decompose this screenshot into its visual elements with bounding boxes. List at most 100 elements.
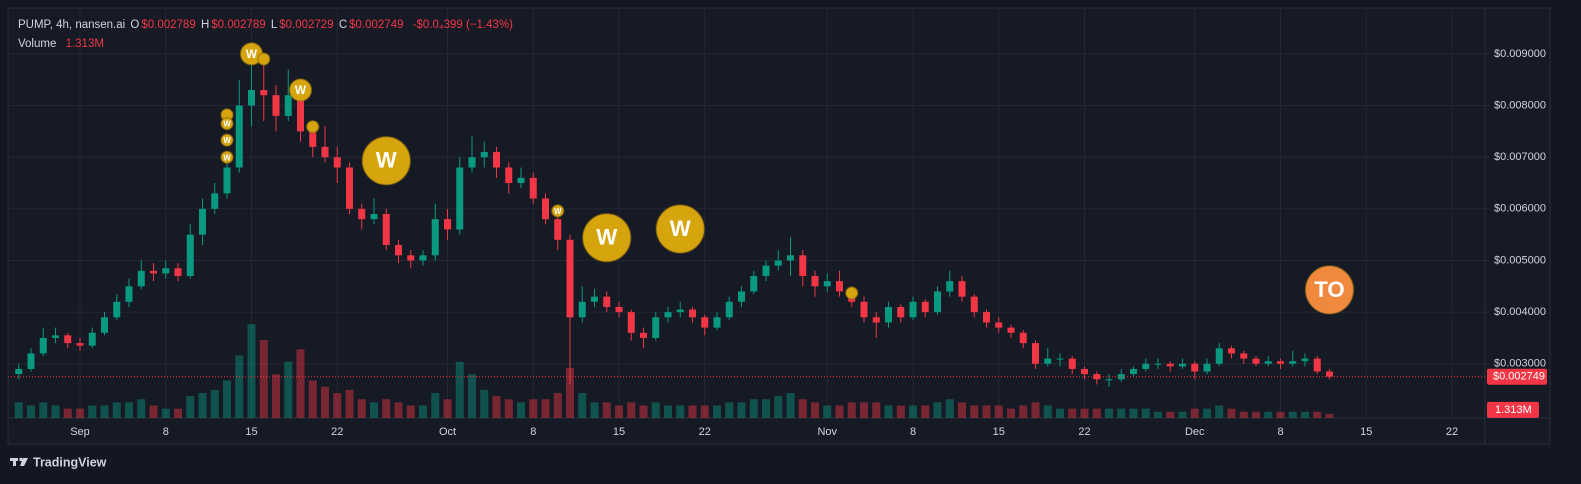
candle-body — [872, 317, 880, 323]
x-tick-label: 8 — [530, 426, 536, 438]
candle-body — [370, 214, 378, 220]
volume-bar — [235, 355, 244, 418]
volume-bar — [615, 405, 623, 418]
candle-body — [970, 296, 978, 313]
volume-bar — [247, 324, 256, 418]
annotation-text: W — [376, 148, 397, 173]
volume-bar — [1019, 405, 1028, 418]
candle-body — [358, 208, 366, 220]
x-tick-label: 8 — [163, 426, 169, 438]
volume-bar — [321, 386, 329, 418]
candle-body — [321, 146, 329, 158]
ohlc-value: $0.002729 — [279, 19, 334, 31]
candle-body — [774, 260, 782, 266]
x-tick-label: 15 — [993, 426, 1005, 438]
volume-bar — [664, 405, 672, 418]
x-tick-label: 8 — [910, 426, 916, 438]
candle-body — [983, 312, 990, 323]
candle-body — [1203, 363, 1211, 372]
candle-body — [431, 219, 439, 256]
annotation-marker — [845, 286, 859, 300]
volume-bar — [1141, 408, 1150, 418]
volume-bar — [958, 402, 966, 418]
annotation-text: W — [223, 120, 231, 129]
ohlc-value: $0.002789 — [141, 19, 196, 31]
volume-bar — [370, 402, 378, 418]
volume-bar — [480, 389, 489, 418]
candle-body — [897, 306, 905, 318]
x-tick-label: Oct — [439, 426, 456, 438]
candle-body — [1301, 358, 1309, 362]
candle-body — [52, 335, 59, 338]
candle-body — [738, 291, 745, 302]
volume-bar — [713, 405, 721, 418]
candle-body — [725, 301, 733, 318]
candle-body — [921, 301, 929, 313]
volume-bar — [1203, 408, 1211, 418]
volume-bars — [14, 324, 1334, 418]
volume-bar — [345, 389, 354, 418]
candle-body — [468, 157, 476, 168]
volume-bar — [468, 374, 476, 418]
volume-bar — [112, 402, 121, 418]
volume-bar — [798, 399, 807, 418]
candle-body — [223, 167, 231, 194]
candle-body — [15, 368, 23, 375]
candle-body — [1068, 358, 1076, 369]
volume-bar — [688, 405, 697, 418]
candle-body — [1277, 361, 1284, 364]
candle-body — [88, 332, 96, 346]
volume-bar — [1166, 411, 1175, 418]
volume-bar — [382, 399, 391, 418]
change: -$0.0₄399 (−1.43%) — [412, 19, 513, 31]
candle-body — [762, 265, 770, 276]
volume-bar — [272, 374, 280, 418]
candle-body — [199, 208, 206, 235]
volume-bar — [1239, 411, 1248, 418]
ohlc-key: C — [338, 19, 348, 31]
annotation-marker — [306, 119, 320, 134]
volume-bar — [1215, 405, 1224, 418]
volume-bar — [223, 380, 231, 418]
volume-bar — [27, 405, 35, 418]
candle-body — [664, 312, 672, 318]
candle-body — [382, 214, 390, 245]
candle-body — [186, 234, 194, 276]
candle-body — [333, 157, 341, 168]
ohlc-value: $0.002789 — [211, 19, 266, 31]
candle-body — [211, 193, 219, 209]
volume-bar — [149, 405, 158, 418]
volume-bar — [210, 389, 219, 418]
volume-bar — [1031, 402, 1040, 418]
volume-bar — [945, 399, 954, 418]
volume-bar — [39, 402, 48, 418]
candle-body — [860, 301, 868, 318]
volume-bar — [51, 405, 60, 418]
volume-bar — [333, 393, 342, 418]
volume-bar — [1080, 408, 1089, 418]
candle-body — [1007, 327, 1015, 333]
volume-bar — [308, 380, 317, 418]
candle-body — [480, 152, 488, 158]
candle-body — [444, 219, 451, 230]
annotation-text: W — [596, 225, 617, 250]
volume-bar — [970, 405, 979, 418]
volume-bar — [63, 408, 72, 418]
volume-bar — [14, 402, 23, 418]
candle-body — [958, 281, 966, 297]
volume-bar — [749, 399, 758, 418]
candle-body — [407, 255, 415, 261]
volume-bar — [627, 402, 636, 418]
volume-bar — [186, 396, 195, 418]
volume-bar — [431, 393, 440, 418]
x-tick-label: 22 — [1446, 426, 1458, 438]
candle-body — [799, 255, 807, 276]
candle-body — [1179, 363, 1186, 367]
volume-bar — [639, 405, 648, 418]
candle-body — [689, 309, 696, 318]
annotation-marker — [551, 204, 565, 218]
volume-bar — [1129, 408, 1138, 418]
candle-body — [1215, 348, 1223, 364]
